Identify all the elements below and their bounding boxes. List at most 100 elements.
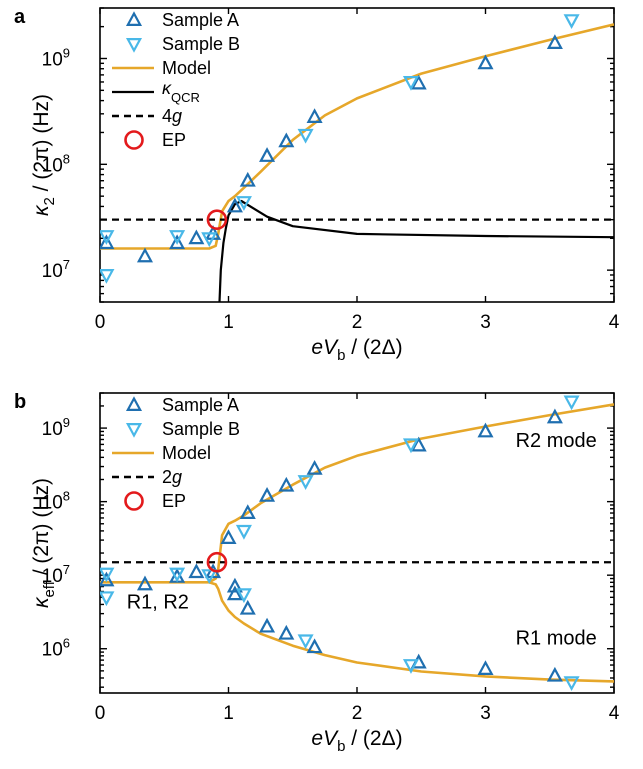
- panel-a-xtick-label: 2: [352, 312, 363, 333]
- panel-b-legend-threshold-g: g: [172, 467, 182, 487]
- panel-a-sample_b-point: [169, 230, 186, 245]
- panel-a-plot-area: [100, 14, 614, 302]
- panel-a-ylabel-kappa: κ: [30, 204, 53, 216]
- panel-a-xlabel-sub: b: [337, 347, 345, 364]
- panel-a-sample_a-point: [477, 54, 494, 70]
- panel-a-sample_b-point: [100, 230, 115, 245]
- panel-b-plot-area: [100, 395, 614, 692]
- panel-b-xtick-label: 3: [480, 703, 491, 724]
- panel-b-sample_a-point: [188, 563, 205, 579]
- panel-b-legend-model-label: Model: [162, 443, 211, 463]
- panel-b-ytick-exp: 9: [63, 415, 70, 430]
- panel-a-ylabel: κ2 / (2π) (Hz): [30, 94, 58, 216]
- panel-a-sample_a-point: [546, 34, 563, 50]
- panel-b-ytick-label: 107: [42, 562, 70, 587]
- panel-b-legend-sample_b-label: Sample B: [162, 419, 240, 439]
- panel-b-legend-sample_a-swatch: [125, 396, 143, 411]
- panel-b-annotation: R2 mode: [516, 430, 597, 452]
- panel-a-sample_a-point: [188, 229, 205, 245]
- panel-a-sample_a-point: [259, 147, 276, 162]
- panel-a-ytick-exp: 8: [63, 151, 70, 166]
- panel-a-legend-threshold-label: 4g: [162, 106, 182, 126]
- panel-b-sample_b-point: [402, 659, 419, 674]
- panel-a-legend-qcr-kappa: κ: [162, 78, 172, 98]
- panel-b-model-line: [208, 581, 614, 683]
- panel-b-sample_b-point: [201, 569, 218, 584]
- panel-a-xlabel-rest: / (2Δ): [345, 336, 402, 359]
- panel-b-sample_a-point: [546, 666, 563, 682]
- panel-b-sample_b-point: [235, 588, 252, 604]
- panel-b-sample_a-point: [259, 617, 276, 633]
- panel-b-sample_a-point: [278, 624, 295, 640]
- panel-a-ytick-base: 10: [42, 155, 63, 176]
- panel-b-legend-sample_a-label: Sample A: [162, 395, 239, 415]
- panel-a-xtick-label: 3: [480, 312, 491, 333]
- panel-a-sample_b-point: [235, 196, 252, 211]
- panel-b-sample_b-point: [169, 567, 186, 583]
- panel-a-ytick-base: 10: [42, 261, 63, 282]
- panel-a-xtick-label: 0: [95, 312, 106, 333]
- panel-b-ylabel: κeff / (2π) (Hz): [30, 478, 58, 608]
- panel-b-sample_a-point: [239, 504, 256, 520]
- panel-a-legend-sample_b-swatch: [125, 38, 143, 53]
- panel-a-sample_a-point: [306, 108, 323, 123]
- panel-b-ytick-exp: 7: [63, 562, 70, 577]
- panel-b-ytick-base: 10: [42, 493, 63, 514]
- panel-a-legend-sample_a-swatch: [125, 11, 143, 26]
- panel-a-sample_a-point: [226, 197, 243, 213]
- panel-b-ytick-label: 106: [42, 636, 70, 661]
- panel-a-xlabel: eVb / (2Δ): [311, 336, 402, 364]
- panel-a-xlabel-e: e: [311, 336, 323, 359]
- panel-a-ep-point: [206, 209, 228, 230]
- panel-b-ytick-label: 109: [42, 415, 70, 440]
- panel-b-sample_a-point: [239, 599, 256, 615]
- panel-b-sample_a-point: [226, 577, 243, 593]
- panel-a-legend-qcr-sub: QCR: [171, 90, 200, 105]
- panel-a-sample_b-point: [402, 75, 419, 91]
- panel-b-sample_a-point: [546, 408, 563, 424]
- panel-b-ytick-label: 108: [42, 489, 70, 514]
- panel-a-sample_a-point: [100, 234, 115, 250]
- panel-a-legend-model-label: Model: [162, 58, 211, 78]
- panel-b-xtick-label: 4: [609, 703, 620, 724]
- panel-a-ytick-exp: 9: [63, 45, 70, 60]
- panel-b-annotation: R1 mode: [516, 627, 597, 649]
- panel-b-ep-point: [206, 551, 228, 573]
- panel-b-sample_a-point: [306, 638, 323, 654]
- panel-b-sample_b-point: [563, 395, 580, 411]
- panel-b-letter: b: [14, 391, 26, 413]
- panel-b-xtick-label: 1: [223, 703, 234, 724]
- panel-a-legend-sample_a-label: Sample A: [162, 10, 239, 30]
- panel-b-annotation: R1, R2: [127, 592, 189, 614]
- panel-a-sample_a-point: [136, 247, 153, 263]
- panel-a-xlabel-v: V: [323, 336, 339, 359]
- panel-a-sample_b-point: [563, 14, 580, 30]
- panel-b-legend-threshold-label: 2g: [162, 467, 182, 487]
- panel-b-sample_a-point: [278, 476, 295, 492]
- panel-a-legend-threshold-num: 4: [162, 106, 172, 126]
- panel-b-sample_b-point: [297, 634, 314, 650]
- panel-a-qcr-line: [218, 199, 614, 302]
- panel-b-sample_b-point: [235, 524, 252, 540]
- panel-a-sample_b-point: [201, 232, 218, 248]
- panel-a-ytick-exp: 7: [63, 257, 70, 272]
- panel-a-legend-ep-swatch: [124, 130, 144, 150]
- panel-a-ylabel-sub: 2: [41, 197, 58, 205]
- panel-b-legend-sample_b-swatch: [125, 423, 143, 438]
- panel-b-sample_b-point: [100, 591, 115, 607]
- panel-b-sample_b-point: [100, 567, 115, 583]
- panel-a-ytick-label: 108: [42, 151, 70, 176]
- panel-b-sample_a-point: [226, 585, 243, 601]
- panel-b-xlabel-v: V: [323, 727, 339, 750]
- panel-b-ytick-exp: 6: [63, 636, 70, 651]
- panel-a-legend-sample_b-label: Sample B: [162, 34, 240, 54]
- panel-a-ylabel-rest: / (2π) (Hz): [30, 94, 53, 197]
- panel-b-sample_a-point: [477, 422, 494, 438]
- panel-a-legend-threshold-g: g: [172, 106, 182, 126]
- panel-a-ytick-base: 10: [42, 49, 63, 70]
- panel-b-legend-threshold-num: 2: [162, 467, 172, 487]
- panel-b-sample_b-point: [563, 676, 580, 692]
- panel-b-sample_a-point: [477, 660, 494, 675]
- panel-a-xtick-label: 1: [223, 312, 234, 333]
